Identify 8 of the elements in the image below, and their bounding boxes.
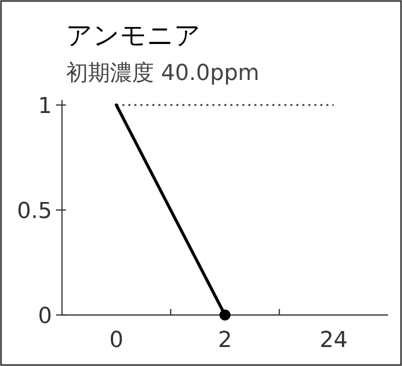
- y-tick-label: 0: [38, 304, 52, 329]
- y-tick-label: 0.5: [17, 199, 52, 224]
- x-tick-label: 24: [320, 328, 348, 353]
- x-tick-label: 0: [109, 328, 124, 353]
- chart-title: アンモニア: [66, 21, 201, 51]
- chart-subtitle: 初期濃度 40.0ppm: [66, 61, 260, 86]
- y-tick-label: 1: [38, 94, 52, 119]
- x-tick-label: 2: [218, 328, 232, 353]
